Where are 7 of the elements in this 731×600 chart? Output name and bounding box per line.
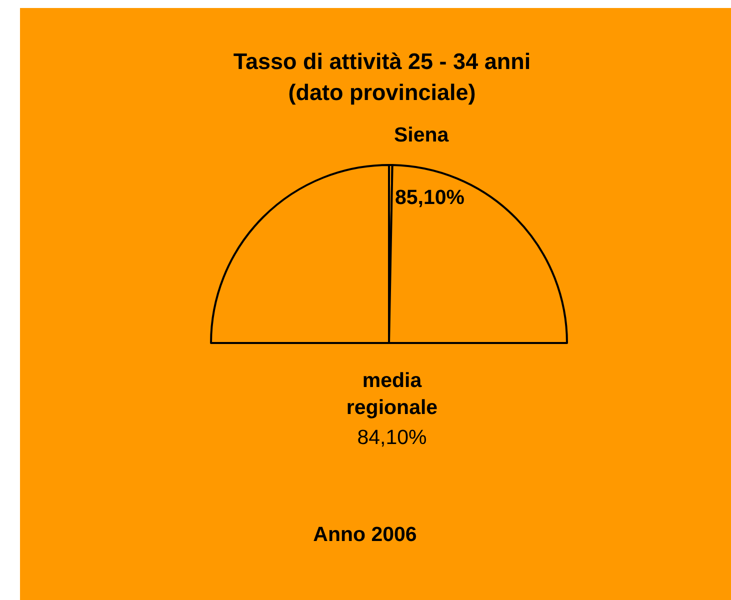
text: media regionale [345, 368, 439, 420]
chart-title: Tasso di attività 25 - 34 anni [232, 49, 532, 75]
text: 84,10% [356, 426, 428, 450]
chart-subtitle: (dato provinciale) [287, 80, 477, 106]
text: Anno 2006 [312, 523, 418, 547]
text: 85,10% [395, 186, 466, 210]
slice-label: Siena [394, 124, 450, 147]
